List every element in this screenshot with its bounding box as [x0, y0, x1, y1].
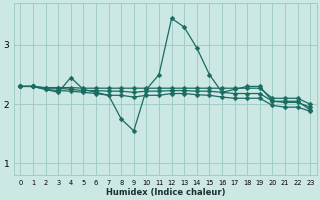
X-axis label: Humidex (Indice chaleur): Humidex (Indice chaleur) [106, 188, 225, 197]
